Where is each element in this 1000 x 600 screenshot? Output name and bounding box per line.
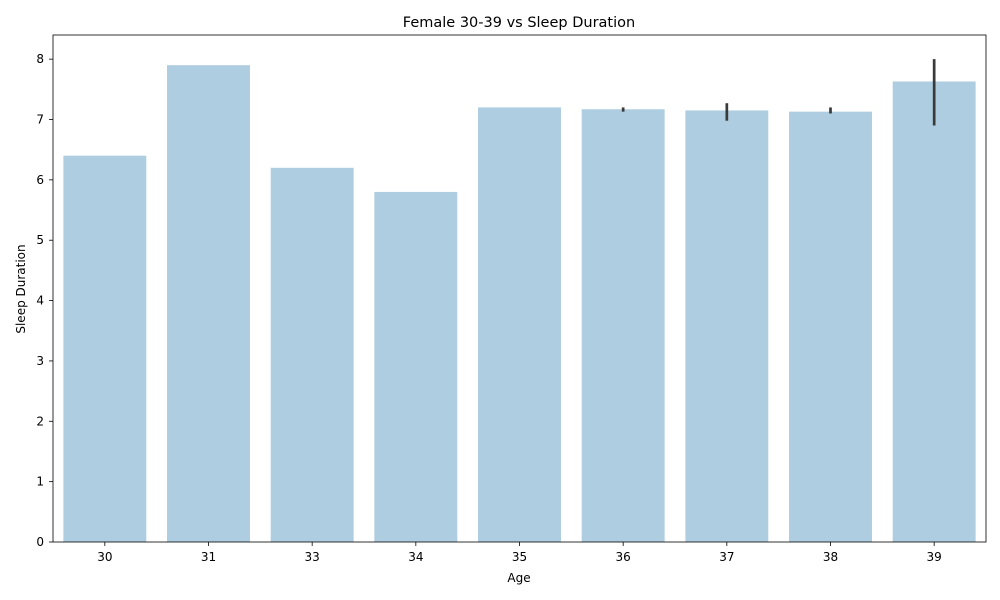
error-bars-layer (621, 59, 936, 126)
x-tick-label: 31 (201, 550, 216, 564)
y-tick-label: 3 (36, 354, 44, 368)
bar-age-36 (581, 109, 665, 542)
bar-age-35 (478, 107, 561, 542)
bar-age-39 (892, 81, 976, 542)
chart-title: Female 30-39 vs Sleep Duration (403, 15, 635, 31)
x-tick-label: 36 (616, 550, 631, 564)
x-tick-label: 33 (305, 550, 320, 564)
x-tick-label: 39 (927, 550, 942, 564)
bar-age-31 (167, 65, 250, 542)
bar-age-37 (685, 110, 769, 543)
y-tick-label: 7 (36, 113, 44, 127)
y-axis-label: Sleep Duration (14, 244, 28, 333)
y-tick-label: 8 (36, 52, 44, 66)
y-tick-label: 0 (36, 535, 44, 549)
x-tick-label: 35 (512, 550, 527, 564)
bar-age-34 (374, 191, 458, 542)
x-tick-label: 30 (97, 550, 112, 564)
y-tick-label: 4 (36, 294, 44, 308)
x-axis-label: Age (507, 571, 530, 585)
x-tick-label: 38 (823, 550, 838, 564)
y-tick-label: 5 (36, 233, 44, 247)
y-tick-label: 1 (36, 475, 44, 489)
bar-age-33 (270, 167, 354, 543)
bar-age-30 (63, 155, 147, 542)
y-tick-label: 2 (36, 414, 44, 428)
x-tick-label: 37 (719, 550, 734, 564)
y-tick-label: 6 (36, 173, 44, 187)
bar-age-38 (789, 111, 872, 543)
bars-layer (63, 65, 976, 543)
x-tick-label: 34 (408, 550, 423, 564)
